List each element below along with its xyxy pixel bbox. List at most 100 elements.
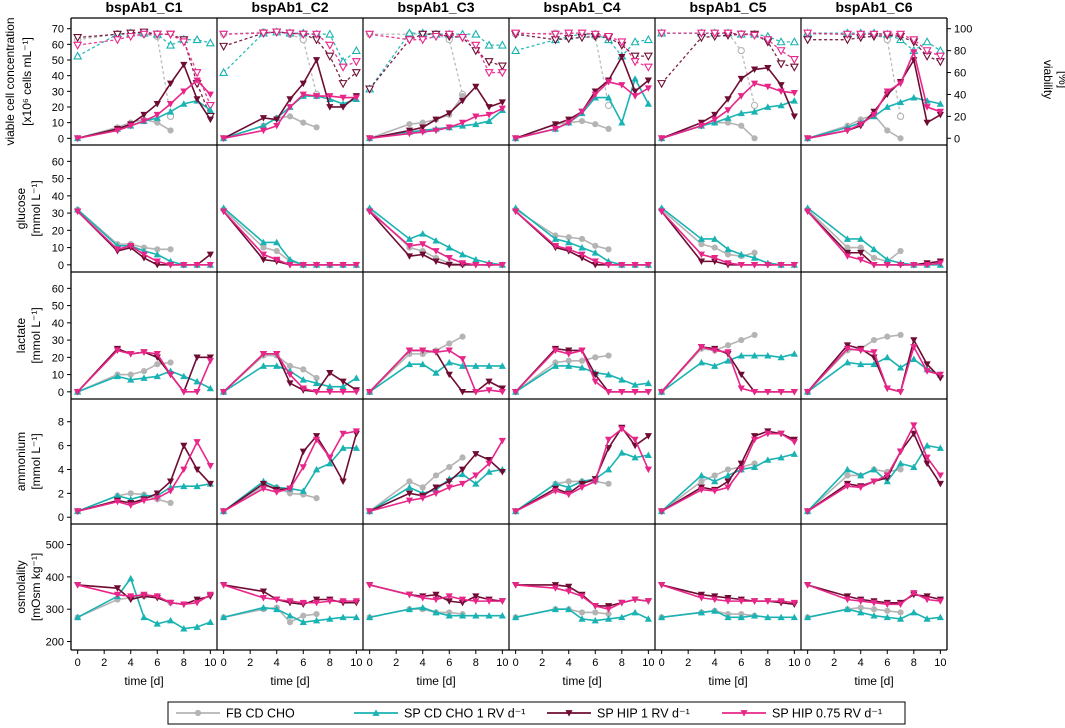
- data-point: [445, 593, 453, 600]
- data-point: [432, 472, 440, 479]
- series-line: [515, 349, 649, 393]
- data-point: [286, 485, 294, 493]
- data-point: [724, 107, 732, 114]
- data-point: [352, 598, 360, 605]
- data-point: [790, 113, 798, 120]
- data-point: [113, 372, 122, 380]
- data-point: [206, 480, 214, 488]
- data-point: [923, 441, 931, 449]
- viability-point: [404, 28, 414, 37]
- data-point: [419, 230, 427, 237]
- data-point: [605, 352, 612, 359]
- viability-point: [723, 29, 733, 38]
- x-tick-label: 8: [181, 657, 187, 669]
- data-point: [485, 457, 493, 464]
- data-point: [167, 499, 174, 506]
- data-point: [618, 82, 626, 89]
- data-point: [698, 478, 705, 485]
- data-point: [750, 388, 759, 396]
- viability-line: [223, 31, 357, 74]
- y2-axis-unit: [%]: [1056, 71, 1065, 88]
- data-point: [618, 119, 626, 126]
- data-point: [326, 261, 334, 269]
- x-axis-label: time [d]: [562, 674, 601, 688]
- data-point: [644, 433, 652, 440]
- data-point: [312, 436, 321, 444]
- data-point: [366, 582, 374, 589]
- data-point: [472, 472, 480, 480]
- y-tick-label: 30: [52, 86, 64, 98]
- data-point: [339, 104, 347, 111]
- y2-tick-label: 60: [954, 68, 966, 80]
- data-point: [498, 99, 506, 106]
- data-point: [419, 595, 427, 602]
- viability-point: [112, 36, 122, 45]
- data-point: [259, 251, 268, 259]
- data-point: [857, 347, 865, 355]
- data-point: [153, 495, 161, 502]
- viability-point: [511, 45, 521, 55]
- data-point: [658, 208, 666, 215]
- data-point: [432, 116, 440, 124]
- data-point: [565, 119, 573, 127]
- data-point: [405, 483, 414, 491]
- viability-line: [369, 33, 464, 95]
- data-point: [578, 251, 586, 259]
- data-point: [312, 433, 321, 440]
- data-point: [604, 615, 613, 622]
- data-point: [883, 385, 891, 392]
- data-point: [445, 598, 453, 605]
- panel-title: bspAb1_C6: [835, 0, 912, 15]
- viability-line: [369, 33, 503, 74]
- data-point: [300, 366, 307, 373]
- viability-point: [112, 30, 122, 39]
- viability-point: [418, 36, 428, 45]
- y2-axis-label: viability: [1041, 60, 1055, 99]
- panel-title: bspAb1_C3: [397, 0, 474, 15]
- data-point: [273, 351, 281, 358]
- data-point: [366, 135, 374, 142]
- data-point: [777, 88, 785, 95]
- data-point: [936, 480, 944, 488]
- data-point: [286, 380, 294, 387]
- y-tick-label: 500: [46, 540, 64, 552]
- data-point: [74, 582, 82, 589]
- data-point: [751, 249, 758, 256]
- data-point: [498, 598, 506, 605]
- data-point: [711, 362, 719, 369]
- data-point: [286, 113, 294, 120]
- viability-line: [807, 33, 902, 117]
- data-point: [459, 454, 466, 461]
- data-point: [326, 369, 334, 377]
- data-point: [618, 425, 626, 433]
- data-point: [166, 478, 175, 486]
- data-point: [140, 349, 148, 356]
- data-point: [896, 388, 905, 396]
- data-point: [154, 246, 161, 253]
- legend-label: SP HIP 0.75 RV d⁻¹: [772, 707, 882, 721]
- data-point: [352, 428, 360, 435]
- data-point: [604, 261, 613, 269]
- data-point: [711, 477, 719, 485]
- x-tick-label: 6: [446, 657, 452, 669]
- x-tick-label: 2: [101, 657, 107, 669]
- data-point: [711, 116, 719, 124]
- data-point: [432, 490, 440, 497]
- data-point: [936, 613, 944, 621]
- data-point: [366, 388, 374, 396]
- data-point: [777, 261, 785, 269]
- data-point: [578, 243, 586, 251]
- data-point: [591, 371, 599, 379]
- data-point: [485, 378, 493, 386]
- y-axis-label: viable cell concentration: [3, 17, 17, 145]
- viability-point: [710, 29, 720, 38]
- data-point: [857, 484, 865, 491]
- data-point: [419, 124, 427, 131]
- data-point: [166, 261, 175, 269]
- data-point: [74, 508, 82, 515]
- viability-point: [750, 101, 759, 110]
- data-point: [738, 122, 745, 129]
- viability-point: [696, 29, 706, 38]
- data-point: [737, 598, 745, 605]
- data-point: [631, 261, 639, 269]
